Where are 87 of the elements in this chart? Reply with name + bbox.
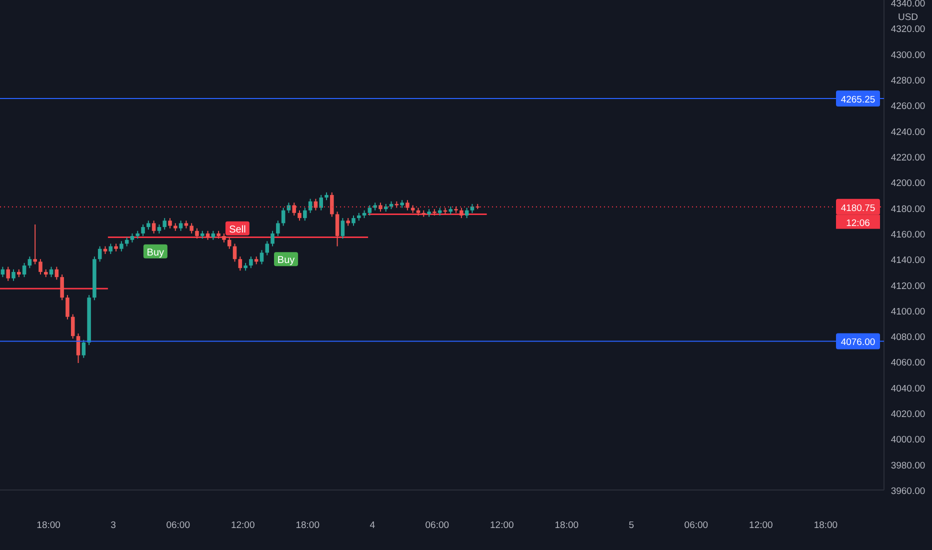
candlestick bbox=[162, 218, 166, 230]
candlestick bbox=[335, 211, 340, 247]
candlestick bbox=[464, 207, 469, 219]
candlestick bbox=[281, 207, 286, 226]
y-tick-label: 4100.00 bbox=[890, 306, 926, 318]
x-tick-label: 18:00 bbox=[36, 520, 60, 531]
candlestick bbox=[82, 339, 86, 358]
candlestick bbox=[190, 222, 194, 234]
x-tick-label: 3 bbox=[110, 520, 116, 531]
candlestick bbox=[368, 204, 372, 216]
candlestick bbox=[141, 224, 145, 237]
x-tick-label: 4 bbox=[370, 520, 376, 531]
y-tick-label: 4080.00 bbox=[890, 332, 926, 344]
x-tick-label: 18:00 bbox=[554, 520, 579, 531]
candlestick bbox=[49, 266, 54, 278]
candlestick bbox=[298, 210, 302, 222]
candlestick bbox=[6, 266, 10, 282]
candlestick bbox=[168, 218, 172, 229]
candlestick bbox=[28, 256, 32, 269]
candlestick bbox=[70, 314, 75, 340]
candlestick bbox=[195, 228, 199, 240]
y-tick-label: 4300.00 bbox=[890, 50, 926, 61]
x-tick-label: 18:00 bbox=[814, 520, 838, 531]
candlestick bbox=[120, 240, 124, 252]
y-tick-label: 4340.00 bbox=[890, 0, 926, 10]
x-tick-label: 18:00 bbox=[296, 520, 320, 531]
y-tick-label: 4060.00 bbox=[890, 358, 926, 369]
y-tick-label: 4320.00 bbox=[890, 24, 926, 36]
y-tick-label: 4020.00 bbox=[890, 409, 926, 420]
y-tick-label: 4120.00 bbox=[890, 280, 926, 292]
y-tick-label: 4260.00 bbox=[890, 101, 926, 112]
candlestick bbox=[238, 256, 242, 272]
candlestick bbox=[319, 194, 323, 211]
x-tick-label: 5 bbox=[628, 520, 634, 531]
y-tick-label: 4200.00 bbox=[890, 178, 926, 190]
x-tick-label: 12:00 bbox=[230, 520, 255, 531]
candlestick bbox=[260, 250, 264, 265]
candlestick bbox=[265, 240, 270, 256]
y-tick-label: 4140.00 bbox=[890, 255, 926, 266]
candlestick bbox=[314, 198, 318, 211]
ref-line-label: 4265.25 bbox=[840, 94, 876, 106]
x-tick-label: 06:00 bbox=[166, 520, 190, 531]
candlestick bbox=[406, 200, 410, 211]
candlestick bbox=[66, 294, 70, 320]
y-tick-label: 3980.00 bbox=[890, 460, 926, 472]
y-tick-label: 4220.00 bbox=[890, 152, 926, 164]
y-tick-label: 4280.00 bbox=[890, 76, 926, 87]
ref-line-label: 4076.00 bbox=[840, 337, 876, 348]
y-tick-label: 4000.00 bbox=[890, 434, 926, 446]
candlestick bbox=[292, 202, 296, 216]
candlestick bbox=[33, 224, 37, 265]
annotation: 12:06 bbox=[846, 218, 870, 229]
y-tick-label: 3960.00 bbox=[890, 486, 926, 497]
y-tick-label: 4160.00 bbox=[890, 229, 926, 240]
y-axis-title: USD bbox=[898, 12, 918, 23]
annotation: Sell bbox=[229, 224, 246, 236]
x-tick-label: 06:00 bbox=[684, 520, 708, 531]
candlestick bbox=[330, 192, 334, 218]
candlestick bbox=[178, 220, 183, 232]
candlestick bbox=[276, 220, 280, 237]
candlestick bbox=[303, 207, 307, 222]
annotation: Buy bbox=[277, 255, 295, 266]
ref-line-label: 4180.75 bbox=[840, 202, 876, 214]
candlestick bbox=[152, 220, 156, 234]
y-tick-label: 4240.00 bbox=[890, 126, 926, 138]
candlestick bbox=[22, 262, 26, 278]
x-tick-label: 12:00 bbox=[490, 520, 514, 531]
y-tick-label: 4180.00 bbox=[890, 204, 926, 215]
candlestick bbox=[98, 246, 102, 262]
x-tick-label: 12:00 bbox=[749, 520, 773, 531]
candlestick bbox=[352, 214, 356, 226]
y-tick-label: 4040.00 bbox=[890, 383, 926, 394]
candlestick bbox=[12, 268, 16, 282]
candlestick bbox=[60, 274, 64, 301]
candlestick bbox=[108, 243, 113, 254]
candlestick bbox=[232, 243, 237, 262]
candlestick bbox=[227, 236, 232, 250]
candlestick bbox=[38, 258, 42, 276]
candlestick bbox=[249, 256, 253, 269]
candlestick bbox=[340, 218, 345, 240]
candlestick bbox=[308, 198, 312, 214]
candlestick bbox=[0, 266, 5, 278]
candlestick bbox=[270, 230, 274, 247]
candlestick bbox=[54, 266, 59, 280]
annotation: Buy bbox=[146, 247, 164, 258]
candlestick bbox=[460, 207, 464, 219]
x-tick-label: 06:00 bbox=[425, 520, 450, 531]
